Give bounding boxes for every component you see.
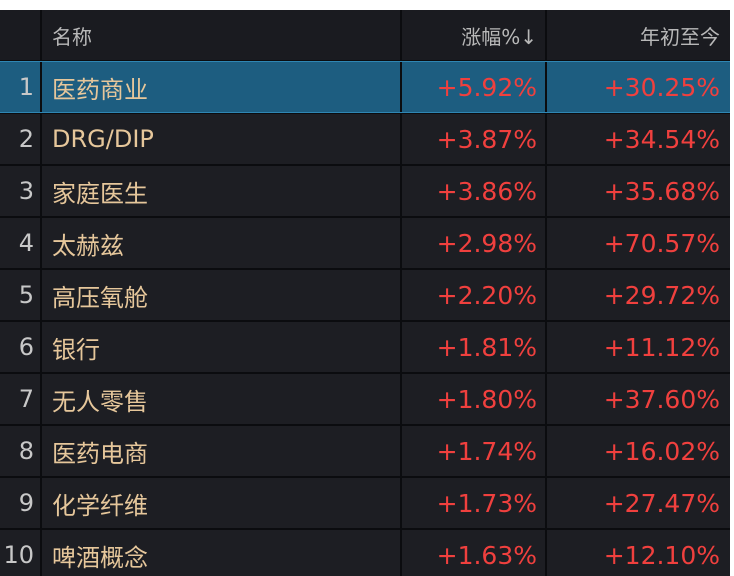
change-percent: +1.73% xyxy=(402,478,545,528)
ytd-change: +37.60% xyxy=(547,374,730,424)
column-header[interactable]: 涨幅%↓ xyxy=(402,10,545,60)
table: 名称 涨幅%↓ 年初至今 1 医药商业 +5.92% +30.25% 2 DRG/DIP +… xyxy=(0,10,730,576)
change-percent: +3.87% xyxy=(402,114,545,164)
table-row[interactable]: 3 家庭医生 +3.86% +35.68% xyxy=(0,166,730,216)
sector-name: DRG/DIP xyxy=(42,114,400,164)
table-row[interactable]: 9 化学纤维 +1.73% +27.47% xyxy=(0,478,730,528)
ytd-change: +12.10% xyxy=(547,530,730,576)
sector-name: 化学纤维 xyxy=(42,478,400,528)
table-row[interactable]: 10 啤酒概念 +1.63% +12.10% xyxy=(0,530,730,576)
table-row[interactable]: 5 高压氧舱 +2.20% +29.72% xyxy=(0,270,730,320)
sector-name: 太赫兹 xyxy=(42,218,400,268)
row-index: 9 xyxy=(0,478,40,528)
row-index: 2 xyxy=(0,114,40,164)
ytd-change: +35.68% xyxy=(547,166,730,216)
ytd-change: +30.25% xyxy=(547,62,730,112)
row-index: 3 xyxy=(0,166,40,216)
ytd-change: +16.02% xyxy=(547,426,730,476)
table-row[interactable]: 1 医药商业 +5.92% +30.25% xyxy=(0,61,730,113)
sector-name: 家庭医生 xyxy=(42,166,400,216)
sector-name: 医药电商 xyxy=(42,426,400,476)
change-percent: +5.92% xyxy=(402,62,545,112)
row-index: 8 xyxy=(0,426,40,476)
change-percent: +1.63% xyxy=(402,530,545,576)
ytd-change: +34.54% xyxy=(547,114,730,164)
table-row[interactable]: 8 医药电商 +1.74% +16.02% xyxy=(0,426,730,476)
row-index: 5 xyxy=(0,270,40,320)
row-index: 10 xyxy=(0,530,40,576)
table-row[interactable]: 2 DRG/DIP +3.87% +34.54% xyxy=(0,114,730,164)
sector-name: 医药商业 xyxy=(42,62,400,112)
ytd-change: +29.72% xyxy=(547,270,730,320)
table-row[interactable]: 4 太赫兹 +2.98% +70.57% xyxy=(0,218,730,268)
change-percent: +1.81% xyxy=(402,322,545,372)
sector-name: 银行 xyxy=(42,322,400,372)
row-index: 4 xyxy=(0,218,40,268)
column-header[interactable]: 年初至今 xyxy=(547,10,730,60)
row-index: 6 xyxy=(0,322,40,372)
change-percent: +1.74% xyxy=(402,426,545,476)
index-header xyxy=(0,10,40,60)
change-percent: +2.20% xyxy=(402,270,545,320)
sector-name: 高压氧舱 xyxy=(42,270,400,320)
sector-name: 啤酒概念 xyxy=(42,530,400,576)
row-index: 1 xyxy=(0,62,40,112)
ytd-change: +27.47% xyxy=(547,478,730,528)
row-index: 7 xyxy=(0,374,40,424)
change-percent: +2.98% xyxy=(402,218,545,268)
ytd-change: +11.12% xyxy=(547,322,730,372)
sector-name: 无人零售 xyxy=(42,374,400,424)
change-percent: +1.80% xyxy=(402,374,545,424)
column-header[interactable]: 名称 xyxy=(42,10,400,60)
header-row: 名称 涨幅%↓ 年初至今 xyxy=(0,10,730,60)
change-percent: +3.86% xyxy=(402,166,545,216)
table-row[interactable]: 7 无人零售 +1.80% +37.60% xyxy=(0,374,730,424)
table-row[interactable]: 6 银行 +1.81% +11.12% xyxy=(0,322,730,372)
ytd-change: +70.57% xyxy=(547,218,730,268)
